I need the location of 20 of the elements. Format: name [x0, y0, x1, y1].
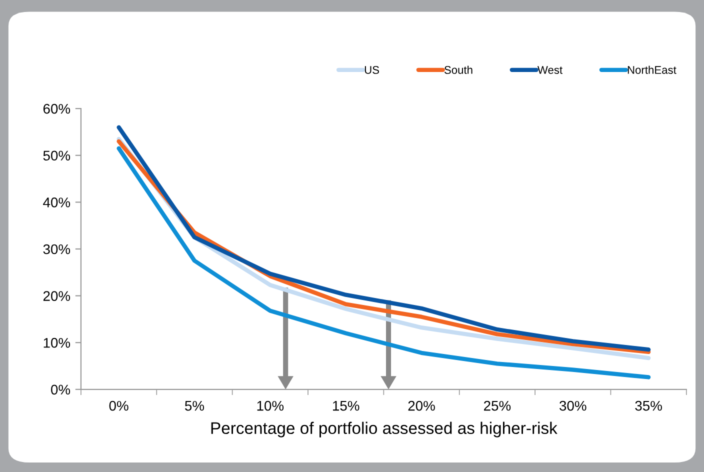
x-tick-label: 0% — [109, 400, 128, 411]
y-tick-label: 30% — [43, 244, 70, 254]
y-tick-label: 60% — [43, 104, 70, 114]
x-tick-label: 30% — [560, 400, 586, 411]
legend-label: NorthEast — [628, 66, 676, 74]
x-tick-label: 5% — [185, 400, 204, 411]
legend-label: South — [444, 66, 472, 74]
x-tick-label: 35% — [635, 400, 662, 411]
y-tick-label: 20% — [43, 291, 70, 301]
y-tick-label: 50% — [43, 150, 70, 161]
y-tick-label: 40% — [43, 198, 70, 208]
y-tick-label: 10% — [44, 338, 70, 348]
legend-label: West — [537, 66, 562, 74]
x-tick-label: 10% — [257, 400, 284, 411]
y-tick-label: 0% — [51, 384, 70, 395]
x-axis-title: Percentage of portfolio assessed as higher-risk — [211, 422, 558, 438]
x-tick-label: 25% — [484, 400, 511, 411]
x-tick-label: 20% — [408, 400, 435, 411]
x-tick-label: 15% — [333, 400, 360, 411]
legend-label: US — [364, 66, 380, 74]
